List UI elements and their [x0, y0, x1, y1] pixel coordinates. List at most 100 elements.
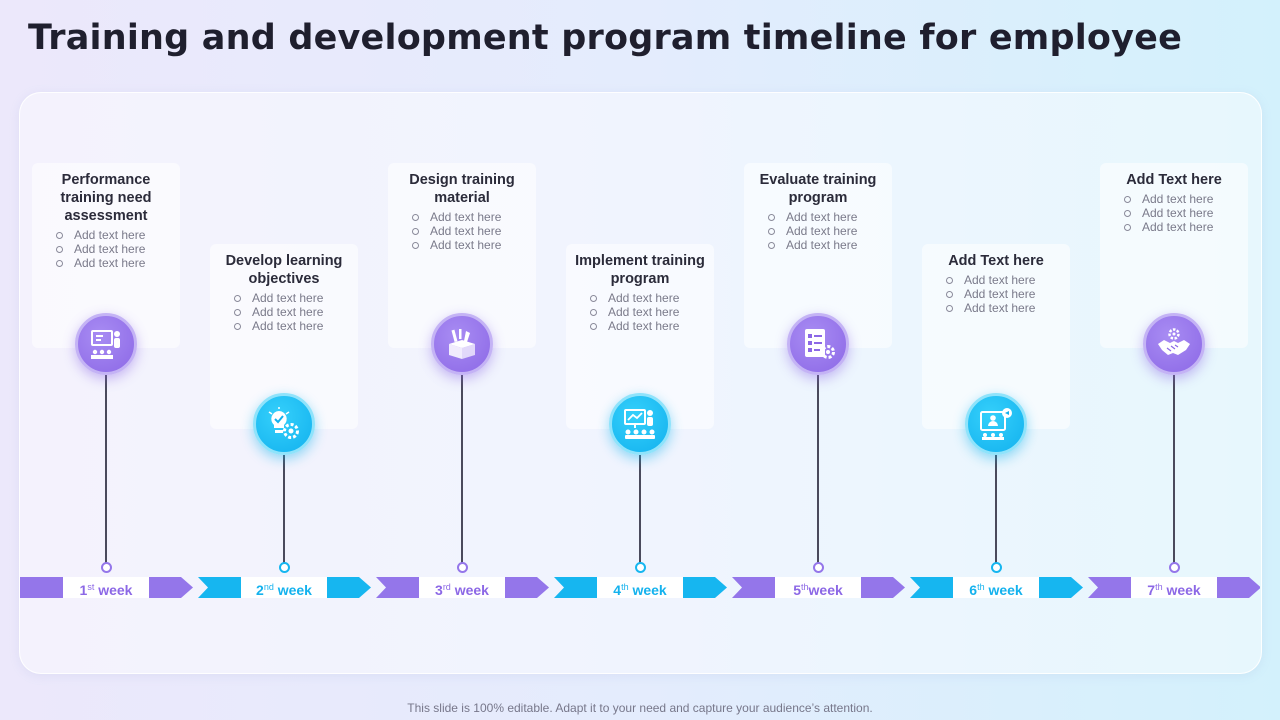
- week-label-4: 4th week: [597, 577, 683, 598]
- step-bullet-item: Add text here: [590, 305, 714, 319]
- step-bullets: Add text here Add text here Add text here: [1100, 192, 1248, 234]
- step-title: Implement training program: [575, 253, 705, 287]
- lightbulb-gear-icon: [268, 407, 299, 439]
- toolbox-icon: [449, 329, 475, 359]
- week-word: week: [273, 582, 312, 598]
- step-connector-line: [105, 375, 107, 564]
- page-title: Training and development program timelin…: [28, 18, 1183, 58]
- week-ordinal-suffix: th: [621, 582, 629, 592]
- step-node-3: [431, 313, 493, 375]
- arrow-segment-left: [1088, 577, 1131, 598]
- step-node-5: [787, 313, 849, 375]
- step-bullets: Add text here Add text here Add text here: [32, 228, 180, 270]
- step-bullet-item: Add text here: [590, 291, 714, 305]
- step-bullet-item: Add text here: [234, 291, 358, 305]
- footer-note: This slide is 100% editable. Adapt it to…: [407, 701, 873, 715]
- arrow-segment-left: [554, 577, 597, 598]
- step-bullet-item: Add text here: [946, 273, 1070, 287]
- week-number: 6: [969, 582, 978, 598]
- arrow-segment-right: [683, 577, 727, 598]
- timeline-dot: [278, 562, 290, 573]
- step-bullet-item: Add text here: [56, 228, 180, 242]
- step-bullets: Add text here Add text here Add text here: [210, 291, 358, 333]
- step-node-1: [75, 313, 137, 375]
- step-title: Design training material: [409, 172, 515, 206]
- week-word: week: [94, 582, 133, 598]
- step-title: Add Text here: [1126, 172, 1222, 188]
- week-label-6: 6th week: [953, 577, 1039, 598]
- arrow-segment-right: [327, 577, 371, 598]
- step-bullet-item: Add text here: [234, 305, 358, 319]
- step-bullets: Add text here Add text here Add text here: [922, 273, 1070, 315]
- step-bullet-item: Add text here: [1124, 192, 1248, 206]
- week-ordinal-suffix: nd: [263, 582, 274, 592]
- step-bullet-item: Add text here: [768, 238, 892, 252]
- step-title: Add Text here: [948, 253, 1044, 269]
- step-connector-line: [817, 375, 819, 564]
- step-bullet-item: Add text here: [946, 287, 1070, 301]
- step-title: Develop learning objectives: [225, 253, 343, 287]
- step-bullet-item: Add text here: [590, 319, 714, 333]
- week-word: week: [808, 582, 843, 598]
- week-label-1: 1st week: [63, 577, 149, 598]
- step-bullets: Add text here Add text here Add text here: [566, 291, 714, 333]
- timeline-dot: [990, 562, 1002, 573]
- week-label-2: 2nd week: [241, 577, 327, 598]
- step-connector-line: [1173, 375, 1175, 564]
- step-connector-line: [461, 375, 463, 564]
- week-number: 2: [256, 582, 264, 598]
- week-word: week: [984, 582, 1023, 598]
- arrow-segment-left: [198, 577, 241, 598]
- step-connector-line: [283, 455, 285, 564]
- step-bullet-item: Add text here: [412, 210, 536, 224]
- step-bullet-item: Add text here: [1124, 220, 1248, 234]
- week-word: week: [628, 582, 667, 598]
- week-ordinal-suffix: th: [977, 582, 985, 592]
- timeline-dot: [1168, 562, 1180, 573]
- arrow-segment-right: [1217, 577, 1260, 598]
- week-label-3: 3rd week: [419, 577, 505, 598]
- timeline-dot: [634, 562, 646, 573]
- webinar-screen-icon: [980, 408, 1012, 440]
- week-word: week: [1162, 582, 1201, 598]
- step-node-2: [253, 393, 315, 455]
- step-bullets: Add text here Add text here Add text here: [744, 210, 892, 252]
- week-number: 5: [793, 582, 802, 598]
- arrow-segment-right: [861, 577, 905, 598]
- step-bullets: Add text here Add text here Add text here: [388, 210, 536, 252]
- step-bullet-item: Add text here: [1124, 206, 1248, 220]
- week-ordinal-suffix: th: [1155, 582, 1163, 592]
- arrow-segment-left: [20, 577, 63, 598]
- step-connector-line: [639, 455, 641, 564]
- step-node-7: [1143, 313, 1205, 375]
- week-label-7: 7th week: [1131, 577, 1217, 598]
- arrow-segment-left: [732, 577, 775, 598]
- week-number: 1: [79, 582, 88, 598]
- step-bullet-item: Add text here: [234, 319, 358, 333]
- arrow-segment-right: [1039, 577, 1083, 598]
- week-ordinal-suffix: th: [801, 582, 809, 592]
- trainer-audience-icon: [624, 409, 655, 439]
- step-bullet-item: Add text here: [768, 210, 892, 224]
- week-ordinal-suffix: st: [87, 582, 95, 592]
- step-bullet-item: Add text here: [768, 224, 892, 238]
- step-bullet-item: Add text here: [412, 224, 536, 238]
- week-number: 3: [435, 582, 443, 598]
- week-ordinal-suffix: rd: [442, 582, 451, 592]
- step-card-6: Add Text here Add text here Add text here A…: [922, 244, 1070, 429]
- arrow-segment-left: [376, 577, 419, 598]
- presentation-board-icon: [91, 330, 120, 359]
- week-number: 7: [1147, 582, 1156, 598]
- step-bullet-item: Add text here: [946, 301, 1070, 315]
- arrow-segment-right: [505, 577, 549, 598]
- timeline-dot: [100, 562, 112, 573]
- arrow-segment-right: [149, 577, 193, 598]
- week-number: 4: [613, 582, 622, 598]
- handshake-gear-icon: [1158, 328, 1190, 355]
- week-label-5: 5thweek: [775, 577, 861, 598]
- step-bullet-item: Add text here: [56, 242, 180, 256]
- timeline-arrow-band: [20, 577, 1260, 598]
- step-title: Evaluate training program: [759, 172, 877, 206]
- step-bullet-item: Add text here: [412, 238, 536, 252]
- timeline-dot: [456, 562, 468, 573]
